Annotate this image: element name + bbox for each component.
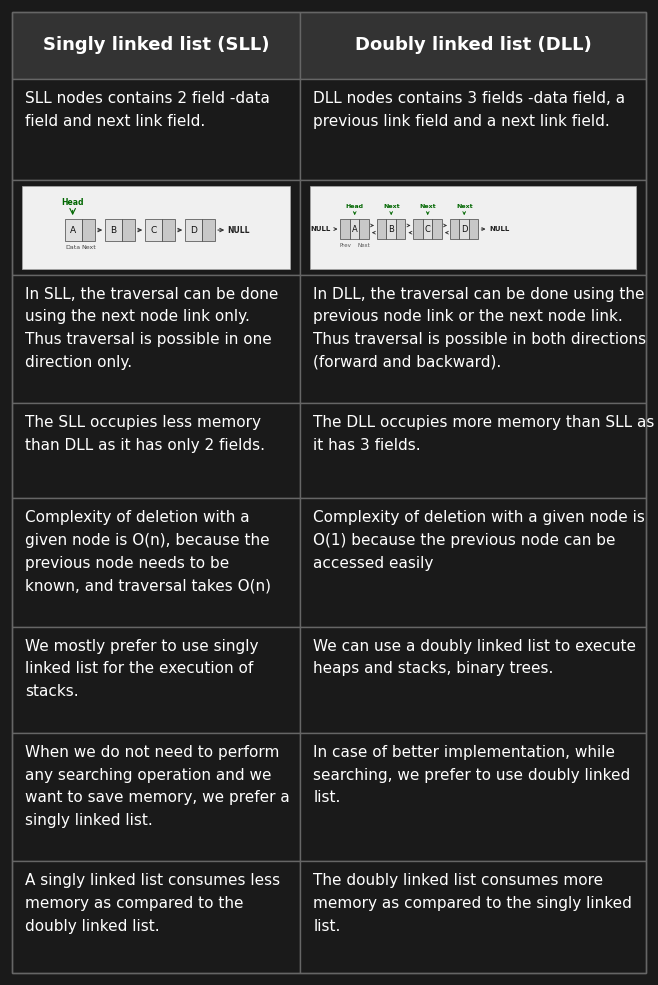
Bar <box>386 219 396 239</box>
Text: In DLL, the traversal can be done using the
previous node link or the next node : In DLL, the traversal can be done using … <box>313 287 647 370</box>
Bar <box>105 219 122 241</box>
Bar <box>12 626 301 733</box>
Text: Next: Next <box>383 204 399 209</box>
Text: Head: Head <box>61 198 84 207</box>
Bar <box>12 275 301 403</box>
Text: Singly linked list (SLL): Singly linked list (SLL) <box>43 36 269 54</box>
Bar <box>301 861 646 973</box>
Bar <box>145 219 162 241</box>
Text: Complexity of deletion with a
given node is O(n), because the
previous node need: Complexity of deletion with a given node… <box>25 510 271 593</box>
Bar <box>377 219 386 239</box>
Bar <box>122 219 135 241</box>
Text: NULL: NULL <box>228 226 250 234</box>
Text: Next: Next <box>419 204 436 209</box>
Text: We mostly prefer to use singly
linked list for the execution of
stacks.: We mostly prefer to use singly linked li… <box>25 638 259 699</box>
Bar <box>350 219 359 239</box>
Bar <box>413 219 423 239</box>
Text: Head: Head <box>345 204 364 209</box>
Bar <box>12 12 301 79</box>
Text: In case of better implementation, while
searching, we prefer to use doubly linke: In case of better implementation, while … <box>313 745 631 806</box>
Bar <box>301 12 646 79</box>
Bar <box>201 219 215 241</box>
Bar <box>301 403 646 498</box>
Text: When we do not need to perform
any searching operation and we
want to save memor: When we do not need to perform any searc… <box>25 745 290 828</box>
Bar <box>301 179 646 275</box>
Text: NULL: NULL <box>310 226 330 232</box>
Bar <box>301 275 646 403</box>
Text: Doubly linked list (DLL): Doubly linked list (DLL) <box>355 36 592 54</box>
Text: We can use a doubly linked list to execute
heaps and stacks, binary trees.: We can use a doubly linked list to execu… <box>313 638 636 677</box>
Bar <box>12 79 301 179</box>
Text: In SLL, the traversal can be done
using the next node link only.
Thus traversal : In SLL, the traversal can be done using … <box>25 287 278 370</box>
Text: A: A <box>70 226 76 234</box>
Text: Next: Next <box>456 204 472 209</box>
Text: B: B <box>111 226 116 234</box>
Bar <box>359 219 369 239</box>
Text: Next: Next <box>358 243 370 248</box>
Bar <box>12 179 301 275</box>
Bar <box>301 498 646 626</box>
Bar <box>22 185 290 269</box>
Text: NULL: NULL <box>489 226 509 232</box>
Text: SLL nodes contains 2 field -data
field and next link field.: SLL nodes contains 2 field -data field a… <box>25 91 270 129</box>
Text: A: A <box>352 225 357 233</box>
Bar <box>12 498 301 626</box>
Bar <box>423 219 432 239</box>
Text: Data: Data <box>66 245 81 250</box>
Text: DLL nodes contains 3 fields -data field, a
previous link field and a next link f: DLL nodes contains 3 fields -data field,… <box>313 91 626 129</box>
Bar <box>82 219 95 241</box>
Text: C: C <box>150 226 157 234</box>
Bar <box>459 219 469 239</box>
Text: The DLL occupies more memory than SLL as
it has 3 fields.: The DLL occupies more memory than SLL as… <box>313 415 655 453</box>
Text: Next: Next <box>81 245 96 250</box>
Text: The SLL occupies less memory
than DLL as it has only 2 fields.: The SLL occupies less memory than DLL as… <box>25 415 265 453</box>
Bar <box>12 733 301 861</box>
Bar <box>340 219 350 239</box>
Text: C: C <box>425 225 430 233</box>
Bar <box>396 219 405 239</box>
Bar <box>301 79 646 179</box>
Bar <box>162 219 175 241</box>
Text: Prev: Prev <box>340 243 351 248</box>
Bar <box>301 626 646 733</box>
Text: The doubly linked list consumes more
memory as compared to the singly linked
lis: The doubly linked list consumes more mem… <box>313 874 632 934</box>
Bar <box>12 861 301 973</box>
Text: Complexity of deletion with a given node is
O(1) because the previous node can b: Complexity of deletion with a given node… <box>313 510 645 570</box>
Text: B: B <box>388 225 394 233</box>
Text: D: D <box>190 226 197 234</box>
Bar <box>469 219 478 239</box>
Text: D: D <box>461 225 467 233</box>
Bar <box>432 219 442 239</box>
Bar <box>450 219 459 239</box>
Bar <box>311 185 636 269</box>
Bar <box>301 733 646 861</box>
Bar <box>12 403 301 498</box>
Bar <box>65 219 82 241</box>
Text: A singly linked list consumes less
memory as compared to the
doubly linked list.: A singly linked list consumes less memor… <box>25 874 280 934</box>
Bar <box>185 219 201 241</box>
